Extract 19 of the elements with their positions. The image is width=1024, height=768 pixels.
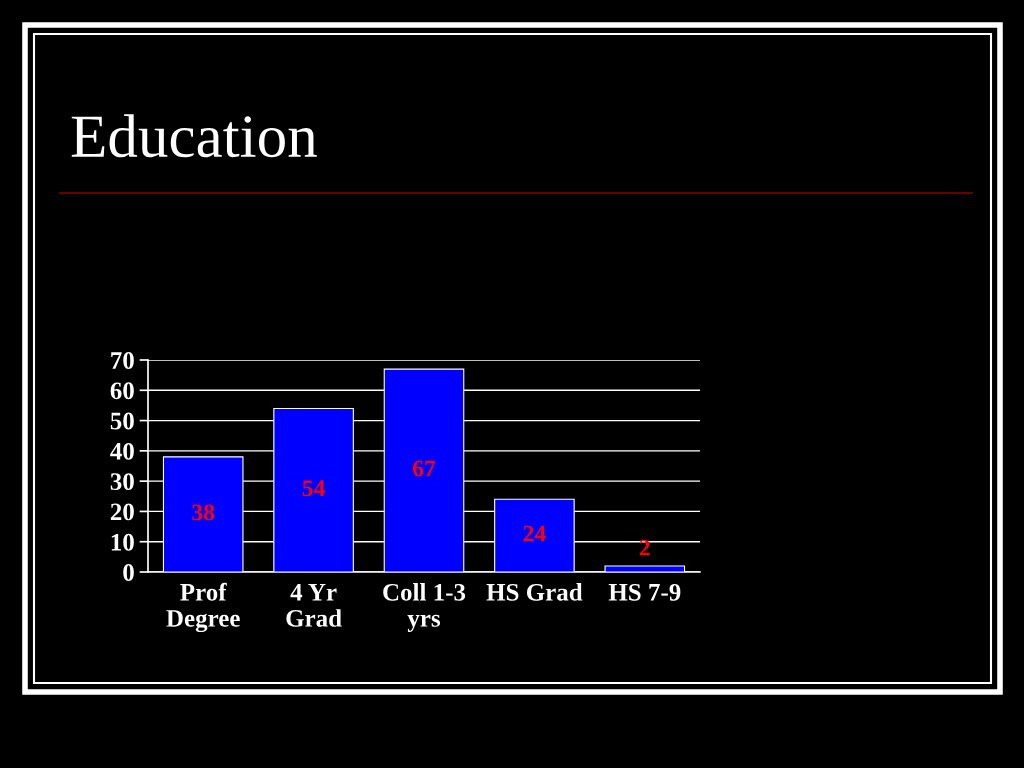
y-tick-label: 40	[110, 442, 134, 460]
data-label: 24	[523, 525, 546, 542]
x-tick-label: 4 Yr Grad	[286, 584, 342, 627]
y-tick-label: 30	[110, 473, 134, 491]
data-label: 67	[413, 460, 436, 477]
data-label: 38	[192, 504, 215, 521]
chart-title: Education	[71, 114, 317, 158]
x-tick-label: Coll 1-3 yrs	[383, 583, 466, 632]
y-tick-label: 10	[111, 533, 134, 551]
x-tick-label: HS Grad	[486, 583, 583, 601]
x-tick-label: HS 7-9	[608, 583, 681, 601]
x-tick-label: Prof Degree	[166, 582, 240, 633]
y-tick-label: 20	[110, 503, 134, 521]
y-tick-label: 60	[110, 382, 134, 400]
y-tick-label: 50	[110, 412, 134, 430]
y-tick-label: 0	[123, 564, 134, 581]
data-label: 2	[639, 539, 650, 556]
data-label: 54	[302, 480, 325, 497]
y-tick-label: 70	[111, 352, 134, 369]
